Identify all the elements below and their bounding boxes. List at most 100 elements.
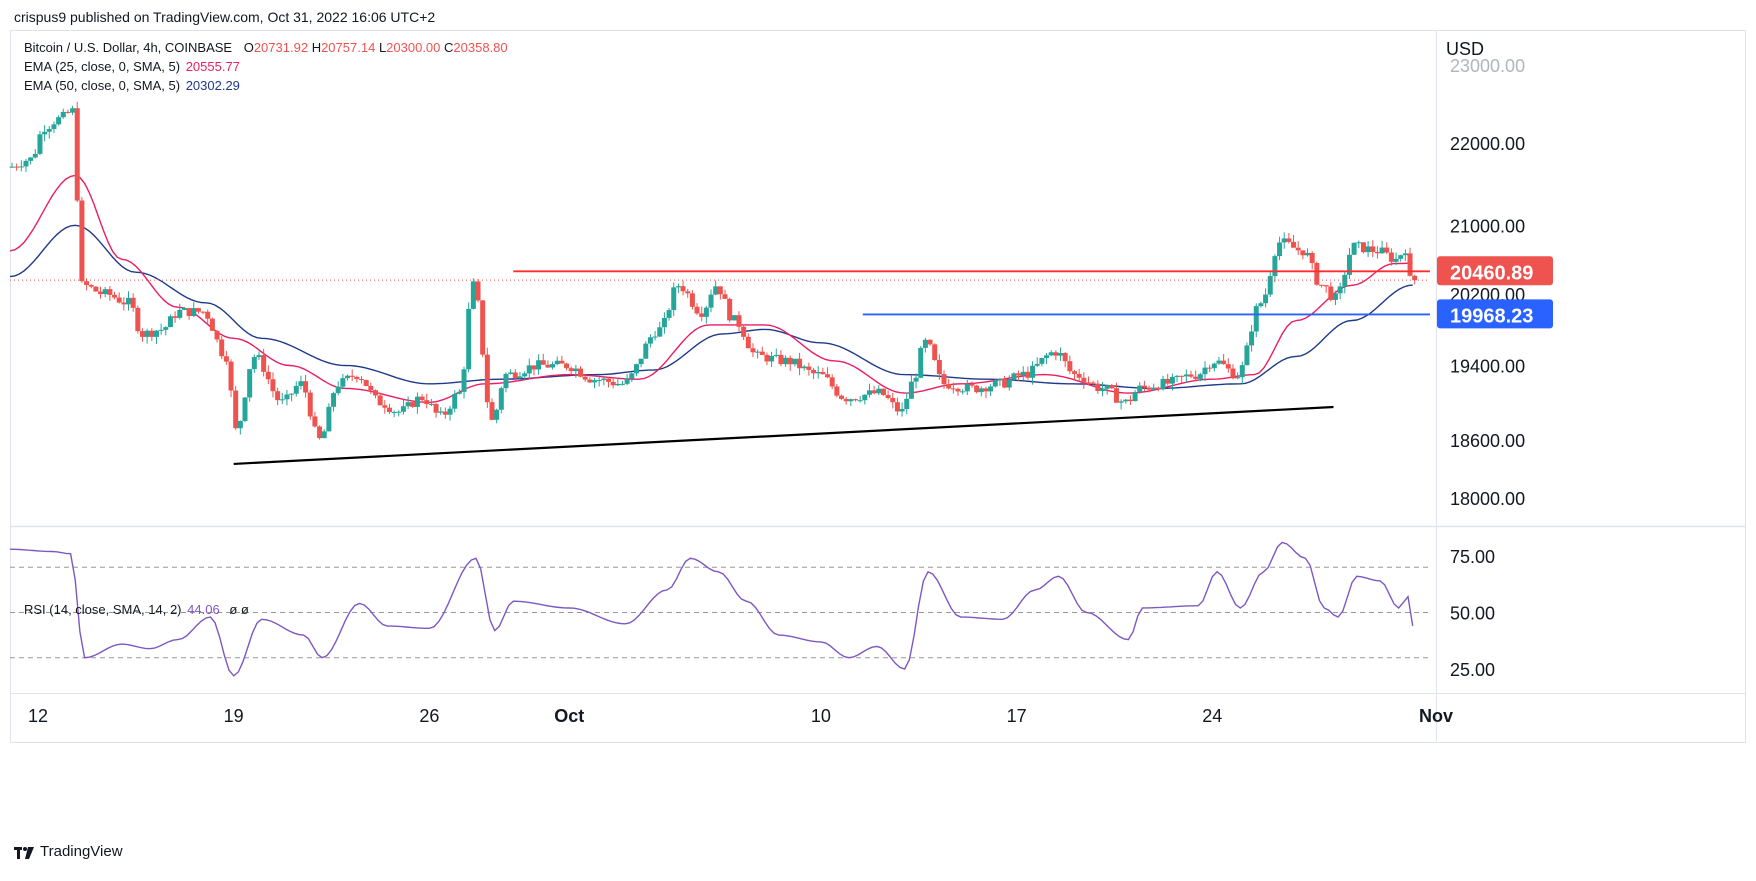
candle: [1197, 372, 1203, 382]
candle-body: [866, 390, 872, 395]
candle: [135, 305, 141, 334]
candle-body: [32, 153, 38, 158]
candle: [1034, 357, 1040, 368]
candle-body: [372, 390, 378, 396]
candle-body: [815, 371, 821, 374]
candle: [14, 163, 20, 171]
candle-body: [475, 281, 481, 301]
candle: [498, 386, 504, 414]
candle-body: [1058, 352, 1064, 356]
candle-body: [1286, 238, 1292, 242]
candle: [70, 105, 76, 116]
candle-body: [792, 358, 798, 365]
candle-body: [839, 395, 845, 399]
candle: [1314, 261, 1320, 286]
candle: [303, 374, 309, 398]
candle: [1062, 352, 1068, 368]
candle: [1281, 232, 1287, 249]
candle: [731, 315, 737, 321]
candle-body: [289, 393, 295, 395]
candle-body: [755, 351, 761, 353]
candle-body: [1127, 399, 1133, 402]
candle-body: [1332, 293, 1338, 300]
candle: [1160, 375, 1166, 391]
candle: [335, 381, 341, 396]
candle: [1249, 325, 1255, 352]
candle: [1323, 285, 1329, 293]
candle-body: [927, 339, 933, 345]
candle-body: [9, 166, 15, 168]
candle: [568, 366, 574, 375]
candle-body: [242, 397, 248, 421]
candle: [983, 386, 989, 399]
time-tick-label: 26: [419, 706, 439, 726]
candle-body: [1034, 363, 1040, 366]
candle-body: [139, 331, 145, 337]
candle-body: [79, 200, 85, 282]
candle-body: [70, 108, 76, 113]
candle-body: [988, 386, 994, 392]
candle: [1267, 270, 1273, 298]
candle: [536, 354, 542, 375]
candle: [988, 383, 994, 397]
close-label: C: [444, 40, 454, 55]
candle-body: [829, 377, 835, 387]
candle: [223, 350, 229, 365]
rsi-line-path: [9, 541, 1414, 677]
candle: [955, 387, 961, 396]
candle-body: [727, 298, 733, 321]
candle-body: [331, 393, 337, 407]
ema50-line: [9, 224, 1413, 390]
candle: [689, 290, 695, 310]
candle: [88, 284, 94, 289]
candle: [759, 346, 765, 356]
close-value: 20358.80: [453, 40, 508, 55]
candle: [1011, 372, 1017, 382]
rsi-tick-label: 50.00: [1450, 604, 1495, 624]
candle: [717, 286, 723, 300]
candle-body: [661, 317, 667, 328]
candle-body: [787, 357, 793, 365]
candle: [32, 149, 38, 159]
candle: [382, 400, 388, 414]
candle: [848, 398, 854, 407]
candle: [247, 368, 253, 402]
candle: [1109, 383, 1115, 390]
candle-body: [335, 386, 341, 394]
candle: [1300, 250, 1306, 260]
candle-body: [419, 396, 425, 401]
candle-body: [1305, 252, 1311, 256]
candle: [578, 366, 584, 378]
candle: [130, 293, 136, 312]
candle-body: [1384, 247, 1390, 253]
candle-body: [1048, 352, 1054, 356]
candle-body: [647, 337, 653, 344]
ema50-value: 20302.29: [185, 78, 240, 93]
time-axis: 12 19 26 Oct 10 17 24 Nov: [28, 706, 1453, 726]
candle: [270, 372, 276, 398]
candle-body: [1053, 352, 1059, 356]
candle: [1090, 380, 1096, 387]
candle-body: [736, 315, 742, 327]
chart-frame: [10, 30, 1746, 743]
candle-body: [536, 360, 542, 370]
candle: [1127, 395, 1133, 405]
candle: [811, 367, 817, 380]
candle: [1337, 282, 1343, 300]
candle: [666, 307, 672, 321]
candle: [899, 402, 905, 417]
candle: [461, 366, 467, 399]
candle: [526, 358, 532, 380]
rsi-axis: 75.00 50.00 25.00: [10, 547, 1495, 680]
candle-body: [1067, 361, 1073, 372]
candle-body: [671, 287, 677, 311]
drawings: [10, 270, 1430, 466]
candle: [237, 420, 243, 435]
candle: [317, 425, 323, 440]
candle: [307, 389, 313, 420]
candle: [1221, 353, 1227, 365]
candle-body: [1356, 242, 1362, 244]
candle-body: [167, 316, 173, 328]
